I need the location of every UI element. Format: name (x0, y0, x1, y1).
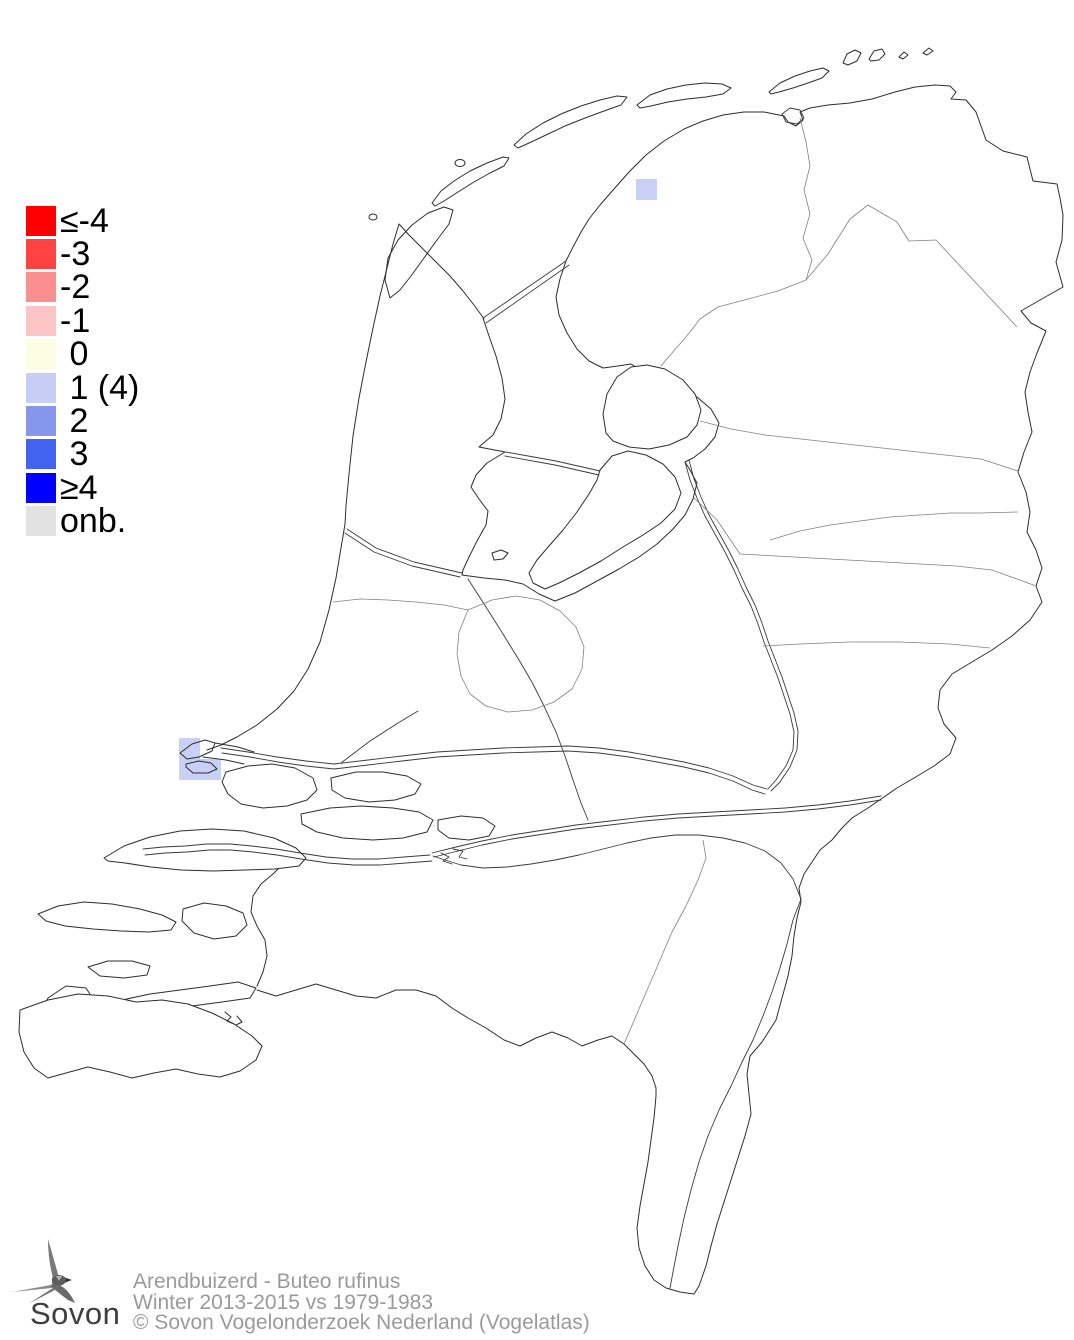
legend-item: ≤-4 (26, 201, 139, 240)
legend-swatch (26, 472, 56, 503)
legend-swatch (26, 439, 56, 470)
caption-period: Winter 2013-2015 vs 1979-1983 (133, 1290, 434, 1314)
legend-item: 1 (4) (26, 368, 140, 407)
legend-label: 1 (4) (60, 368, 140, 407)
legend-swatch (26, 506, 56, 537)
legend-label: -2 (60, 268, 91, 307)
legend-item: onb. (26, 502, 139, 541)
legend-item: -3 (26, 235, 139, 274)
legend-swatch (26, 305, 56, 336)
map-caption: Arendbuizerd - Buteo rufinus Winter 2013… (133, 1270, 590, 1334)
atlas-block-marker (179, 759, 200, 780)
swallow-icon (12, 1239, 75, 1304)
legend-swatch (26, 406, 56, 437)
legend-label: ≤-4 (60, 201, 109, 240)
legend-label: -1 (60, 301, 91, 340)
atlas-block-marker (200, 759, 221, 780)
legend-swatch (26, 205, 56, 236)
legend-item: 0 (26, 335, 139, 374)
legend-item: -1 (26, 301, 139, 340)
legend-swatch (26, 372, 56, 403)
sovon-logo-text: Sovon (30, 1296, 121, 1331)
legend-swatch (26, 272, 56, 303)
legend-label: ≥4 (60, 468, 98, 507)
legend-label: -3 (60, 235, 91, 274)
caption-species: Arendbuizerd - Buteo rufinus (133, 1270, 401, 1293)
legend-item: 3 (26, 435, 139, 474)
caption-copyright: © Sovon Vogelonderzoek Nederland (Vogela… (133, 1311, 590, 1334)
legend-swatch (26, 339, 56, 370)
legend: ≤-4 -3 -2 -1 0 1 (4) 2 3 ≥4 onb. (26, 204, 139, 538)
legend-item: ≥4 (26, 468, 139, 507)
legend-label: 3 (60, 435, 89, 474)
legend-swatch (26, 239, 56, 270)
legend-label: onb. (60, 502, 127, 541)
legend-item: 2 (26, 402, 139, 441)
atlas-block-marker (179, 738, 200, 759)
atlas-block-marker (636, 179, 657, 200)
legend-label: 0 (60, 335, 89, 374)
legend-item: -2 (26, 268, 139, 307)
legend-label: 2 (60, 402, 89, 441)
